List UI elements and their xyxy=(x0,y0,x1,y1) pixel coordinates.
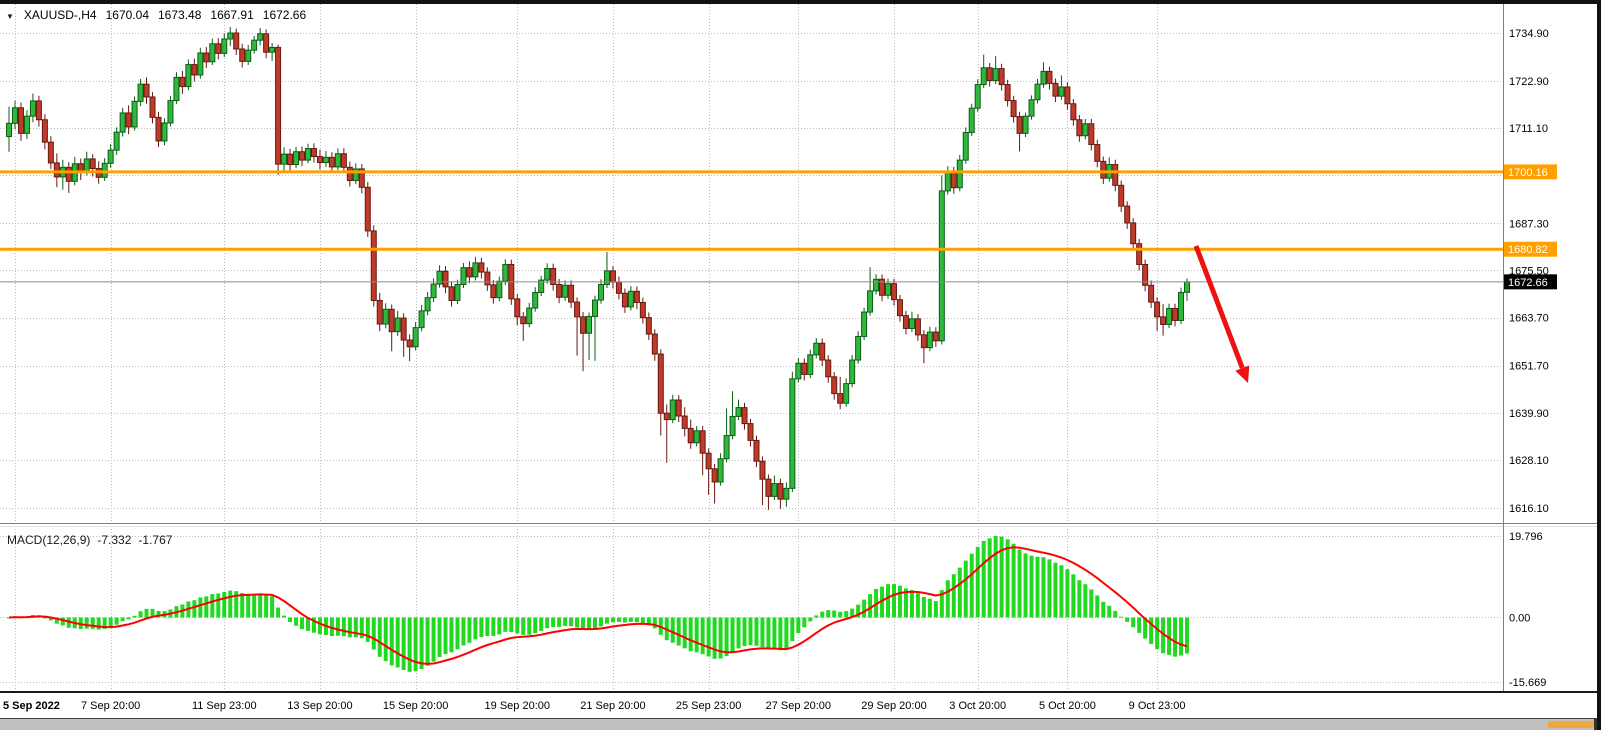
ohlc-open-value: 1670.04 xyxy=(105,8,149,22)
symbol-dropdown-icon[interactable]: ▼ xyxy=(6,12,14,21)
horizontal-scrollbar[interactable] xyxy=(0,719,1601,730)
svg-text:1687.30: 1687.30 xyxy=(1509,218,1549,230)
macd-name: MACD(12,26,9) xyxy=(7,533,91,547)
svg-text:29 Sep 20:00: 29 Sep 20:00 xyxy=(861,700,926,712)
current-price-label xyxy=(1504,274,1557,290)
macd-indicator-label: MACD(12,26,9) -7.332 -1.767 xyxy=(7,533,172,547)
ohlc-low-value: 1667.91 xyxy=(210,8,254,22)
svg-text:7 Sep 20:00: 7 Sep 20:00 xyxy=(81,700,140,712)
svg-text:1734.90: 1734.90 xyxy=(1509,28,1549,40)
symbol-timeframe-label: XAUUSD-,H4 xyxy=(23,8,97,22)
svg-text:13 Sep 20:00: 13 Sep 20:00 xyxy=(287,700,352,712)
svg-text:1663.70: 1663.70 xyxy=(1509,313,1549,325)
ohlc-high-value: 1673.48 xyxy=(158,8,202,22)
macd-signal-line xyxy=(8,546,1188,665)
svg-text:1711.10: 1711.10 xyxy=(1509,123,1548,135)
svg-text:1680.82: 1680.82 xyxy=(1508,244,1548,256)
svg-text:1722.90: 1722.90 xyxy=(1509,76,1549,88)
svg-text:1651.70: 1651.70 xyxy=(1509,361,1549,373)
macd-signal-value: -1.767 xyxy=(138,533,173,547)
svg-text:9 Oct 23:00: 9 Oct 23:00 xyxy=(1129,700,1186,712)
ohlc-close-value: 1672.66 xyxy=(262,8,307,22)
svg-text:19 Sep 20:00: 19 Sep 20:00 xyxy=(485,700,550,712)
svg-text:5 Sep 2022: 5 Sep 2022 xyxy=(3,700,60,712)
svg-text:25 Sep 23:00: 25 Sep 23:00 xyxy=(676,700,741,712)
svg-text:5 Oct 20:00: 5 Oct 20:00 xyxy=(1039,700,1096,712)
sell-direction-arrow[interactable] xyxy=(1193,245,1250,383)
hline-price-label xyxy=(1504,164,1557,180)
svg-text:1616.10: 1616.10 xyxy=(1509,503,1549,515)
svg-text:1700.16: 1700.16 xyxy=(1508,167,1548,179)
macd-histogram xyxy=(7,536,1189,672)
macd-main-value: -7.332 xyxy=(97,533,132,547)
time-axis: 5 Sep 2022 7 Sep 20:00 11 Sep 23:00 13 Sep … xyxy=(3,700,1186,712)
svg-text:1639.90: 1639.90 xyxy=(1509,408,1549,420)
svg-text:19.796: 19.796 xyxy=(1509,531,1543,543)
svg-text:0.00: 0.00 xyxy=(1509,612,1530,624)
svg-text:1628.10: 1628.10 xyxy=(1509,455,1549,467)
svg-text:3 Oct 20:00: 3 Oct 20:00 xyxy=(949,700,1006,712)
price-axis: 1734.901722.901711.101687.301675.501663.… xyxy=(1504,28,1557,689)
svg-text:27 Sep 20:00: 27 Sep 20:00 xyxy=(766,700,831,712)
svg-text:-15.669: -15.669 xyxy=(1509,677,1546,689)
hline-price-label xyxy=(1504,241,1557,257)
scrollbar-thumb[interactable] xyxy=(1548,721,1594,728)
svg-text:11 Sep 23:00: 11 Sep 23:00 xyxy=(192,700,257,712)
svg-text:1672.66: 1672.66 xyxy=(1508,277,1548,289)
svg-text:21 Sep 20:00: 21 Sep 20:00 xyxy=(580,700,645,712)
candlestick-series xyxy=(6,27,1190,510)
symbol-info-bar: ▼ XAUUSD-,H4 1670.04 1673.48 1667.91 167… xyxy=(6,8,306,22)
svg-text:15 Sep 20:00: 15 Sep 20:00 xyxy=(383,700,448,712)
